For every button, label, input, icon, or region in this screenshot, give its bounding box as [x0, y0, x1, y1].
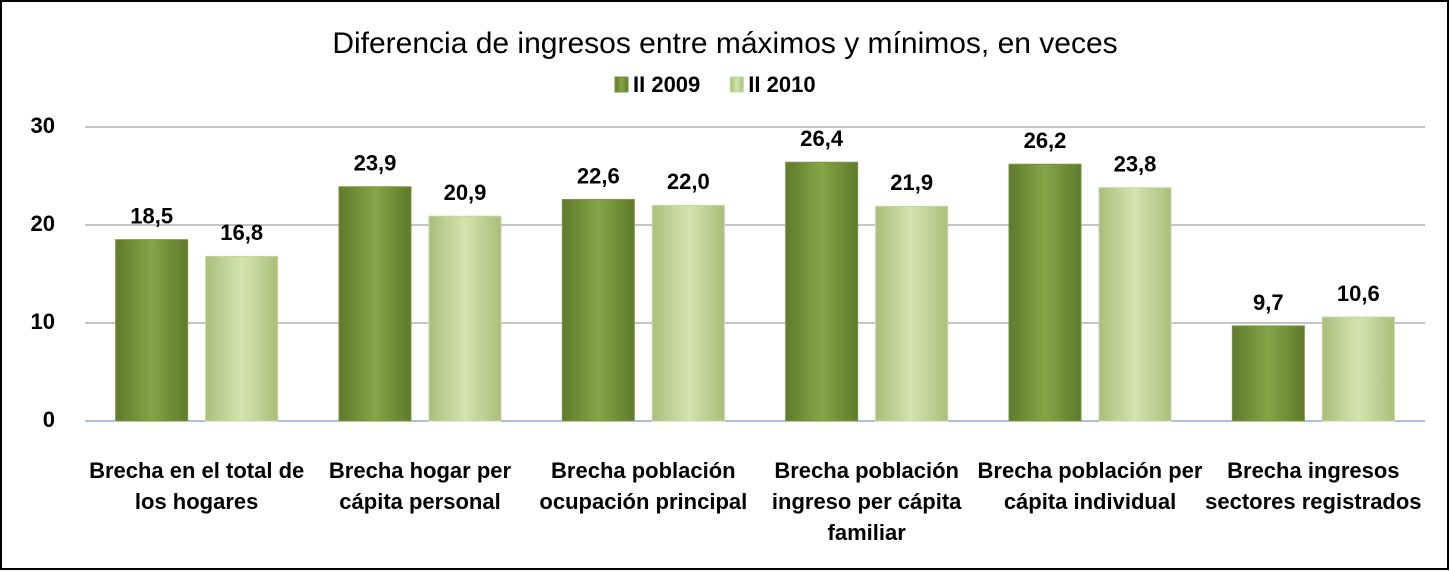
bar: [561, 199, 635, 422]
legend-label: II 2009: [633, 72, 700, 97]
bar: [785, 161, 859, 422]
bar: [651, 204, 725, 422]
bar: [1098, 187, 1172, 422]
x-tick-label: Brecha ingresos sectores registrados: [1205, 458, 1422, 514]
value-label: 16,8: [220, 220, 263, 245]
legend-swatch: [729, 76, 744, 93]
value-label: 21,9: [890, 170, 933, 195]
bar: [428, 215, 502, 422]
value-label: 18,5: [130, 204, 173, 229]
value-label: 22,0: [667, 169, 710, 194]
legend-label: II 2010: [748, 72, 815, 97]
bar: [338, 186, 412, 422]
value-label: 20,9: [444, 180, 487, 205]
bar: [1008, 163, 1082, 422]
value-label: 22,6: [577, 163, 620, 188]
bar: [1231, 325, 1305, 422]
bar: [205, 255, 279, 422]
y-tick-label: 30: [31, 113, 55, 138]
x-tick-label: Brecha población per cápita individual: [977, 458, 1203, 514]
x-tick-label: Brecha en el total de los hogares: [89, 458, 305, 514]
x-tick-label: Brecha hogar per cápita personal: [328, 458, 512, 514]
value-label: 26,2: [1024, 128, 1067, 153]
y-tick-label: 20: [31, 211, 55, 236]
bar: [875, 205, 949, 422]
value-label: 10,6: [1337, 281, 1380, 306]
x-tick-label: Brecha población ocupación principal: [539, 458, 748, 514]
bar: [1321, 316, 1395, 422]
value-label: 23,9: [354, 151, 397, 176]
x-tick-label: Brecha población ingreso per cápita fami…: [771, 458, 962, 545]
y-tick-label: 10: [31, 309, 55, 334]
chart-title: Diferencia de ingresos entre máximos y m…: [332, 27, 1117, 60]
bar: [115, 239, 189, 422]
value-label: 26,4: [800, 126, 844, 151]
legend-swatch: [614, 76, 629, 93]
y-tick-label: 0: [43, 407, 55, 432]
value-label: 9,7: [1253, 290, 1284, 315]
value-label: 23,8: [1114, 152, 1157, 177]
